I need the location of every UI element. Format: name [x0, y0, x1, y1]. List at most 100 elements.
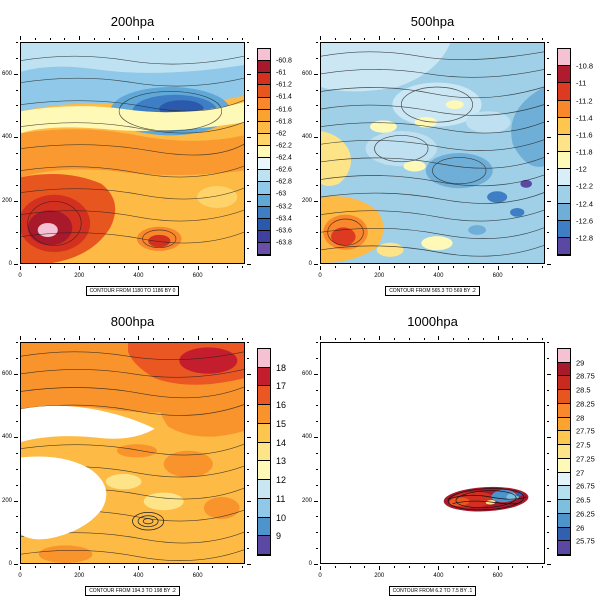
axis-tick	[547, 564, 551, 565]
axis-tick	[423, 566, 425, 568]
axis-tick	[14, 264, 18, 265]
axis-tick	[182, 338, 184, 340]
axis-tick-label: 0	[18, 273, 22, 279]
axis-tick	[547, 484, 549, 486]
axis-tick	[16, 468, 18, 470]
colorbar-swatch	[258, 243, 270, 256]
colorbar-swatch	[558, 349, 570, 363]
axis-tick	[247, 153, 249, 154]
axis-tick	[527, 566, 529, 568]
axis-tick	[468, 38, 470, 40]
colorbar-label: -12.8	[576, 233, 594, 243]
axis-tick	[468, 266, 470, 268]
axis-tick	[168, 566, 170, 568]
axis-tick	[247, 184, 249, 186]
axis-tick	[153, 566, 155, 568]
axis-tick	[16, 516, 18, 518]
axis-tick	[314, 500, 318, 502]
axis-tick	[438, 336, 440, 340]
contour-lines	[321, 51, 544, 257]
axis-tick-label: 200	[1, 497, 12, 504]
axis-tick	[20, 336, 21, 340]
axis-tick	[547, 184, 549, 186]
axis-tick	[314, 200, 318, 202]
axis-tick-label: 200	[1, 197, 12, 204]
colorbar-swatch	[558, 152, 570, 170]
axis-tick-label: 0	[308, 261, 312, 267]
axis-tick	[34, 38, 36, 40]
colorbar-label: 29	[576, 358, 585, 368]
contour-note-box: CONTOUR FROM 194.3 TO 198 BY .2	[20, 579, 245, 597]
axis-tick	[153, 38, 155, 40]
axis-tick	[547, 437, 551, 439]
axis-tick	[212, 566, 214, 568]
axis-tick	[108, 38, 110, 40]
axis-tick	[247, 89, 249, 91]
axis-tick	[349, 566, 351, 568]
axis-tick-label: 600	[192, 273, 203, 279]
colorbar-1000hpa: 29 28.75 28.5 28.25 28 27.75 27.5 27.25 27 26.75 2…	[557, 348, 595, 556]
axis-tick	[314, 264, 318, 265]
axis-tick	[20, 266, 21, 270]
axis-tick	[16, 453, 18, 454]
axis-tick	[16, 89, 18, 91]
axis-tick	[547, 516, 549, 518]
axis-tick	[547, 548, 549, 550]
axis-tick	[364, 38, 366, 40]
axis-tick	[16, 42, 18, 43]
axis-tick	[527, 338, 529, 340]
axis-tick-label: 0	[318, 573, 322, 579]
axis-tick	[547, 468, 549, 470]
colorbar-label: -61.8	[276, 118, 292, 126]
axis-tick	[16, 532, 18, 534]
contour-lines	[447, 488, 527, 511]
axis-tick	[227, 266, 229, 268]
axis-tick	[247, 453, 249, 454]
colorbar-label: 27	[576, 468, 585, 478]
colorbar-label: -61.6	[276, 106, 292, 114]
colorbar-label: 15	[276, 418, 287, 429]
axis-tick	[94, 566, 95, 568]
axis-tick	[547, 264, 551, 265]
axis-tick	[123, 566, 125, 568]
axis-tick	[242, 566, 244, 568]
axis-tick	[394, 566, 395, 568]
colorbar-label: 17	[276, 381, 287, 392]
colorbar-swatch	[258, 349, 270, 368]
axis-tick-label: 400	[1, 134, 12, 141]
axis-tick-label: 200	[301, 197, 312, 204]
axis-tick	[547, 357, 549, 359]
axis-tick-label: 200	[301, 497, 312, 504]
axis-tick-label: 400	[301, 134, 312, 141]
colorbar-label: -11.8	[576, 147, 593, 157]
axis-tick	[316, 248, 318, 250]
axis-tick	[316, 42, 318, 43]
colorbar-swatch	[258, 461, 270, 481]
axis-tick-label: 600	[1, 370, 12, 377]
colorbar-label: -10.8	[576, 61, 594, 71]
axis-tick	[227, 38, 229, 40]
colorbar-swatch	[558, 134, 570, 153]
colorbar-swatch	[258, 61, 270, 74]
axis-tick	[247, 232, 249, 234]
axis-tick	[316, 389, 318, 391]
axis-tick	[512, 566, 514, 568]
axis-tick	[16, 405, 18, 407]
axis-tick	[408, 266, 410, 268]
axis-tick	[16, 548, 18, 550]
axis-tick	[320, 36, 321, 40]
axis-tick-label: 600	[1, 70, 12, 77]
axis-tick	[497, 36, 499, 40]
colorbar-swatch	[258, 423, 270, 443]
axis-tick-label: 0	[308, 561, 312, 567]
axis-tick	[334, 266, 336, 268]
colorbar-label: 28.75	[576, 371, 595, 381]
axis-tick	[16, 248, 18, 250]
axis-tick	[138, 36, 140, 40]
axis-tick	[547, 42, 549, 43]
axis-tick	[49, 38, 51, 40]
colorbar-label: -12.4	[576, 199, 594, 208]
axis-tick	[247, 73, 251, 75]
axis-tick	[14, 437, 18, 439]
